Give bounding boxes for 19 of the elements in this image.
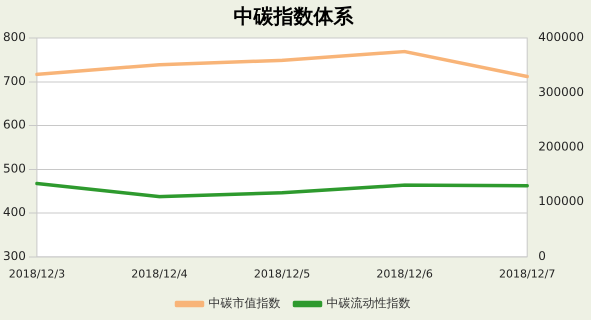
y2-tick-label: 400000 [538, 30, 584, 44]
y2-tick-label: 0 [538, 248, 546, 263]
y2-tick-label: 100000 [538, 194, 584, 208]
y2-tick-label: 200000 [538, 140, 584, 154]
y-tick-label: 800 [3, 30, 26, 44]
y-tick-label: 600 [3, 118, 26, 132]
y-tick-label: 500 [3, 161, 26, 176]
legend-label: 中碳市值指数 [208, 296, 280, 310]
y-tick-label: 700 [3, 74, 26, 88]
chart-title: 中碳指数体系 [234, 4, 354, 28]
y2-tick-label: 300000 [538, 84, 584, 99]
x-tick-label: 2018/12/7 [498, 267, 556, 280]
y-tick-label: 300 [3, 248, 26, 263]
legend-label: 中碳流动性指数 [326, 296, 410, 310]
x-tick-label: 2018/12/6 [376, 267, 433, 280]
x-tick-label: 2018/12/4 [131, 267, 188, 280]
x-tick-label: 2018/12/5 [254, 267, 310, 280]
x-tick-label: 2018/12/3 [8, 267, 66, 280]
y-tick-label: 400 [3, 205, 26, 220]
